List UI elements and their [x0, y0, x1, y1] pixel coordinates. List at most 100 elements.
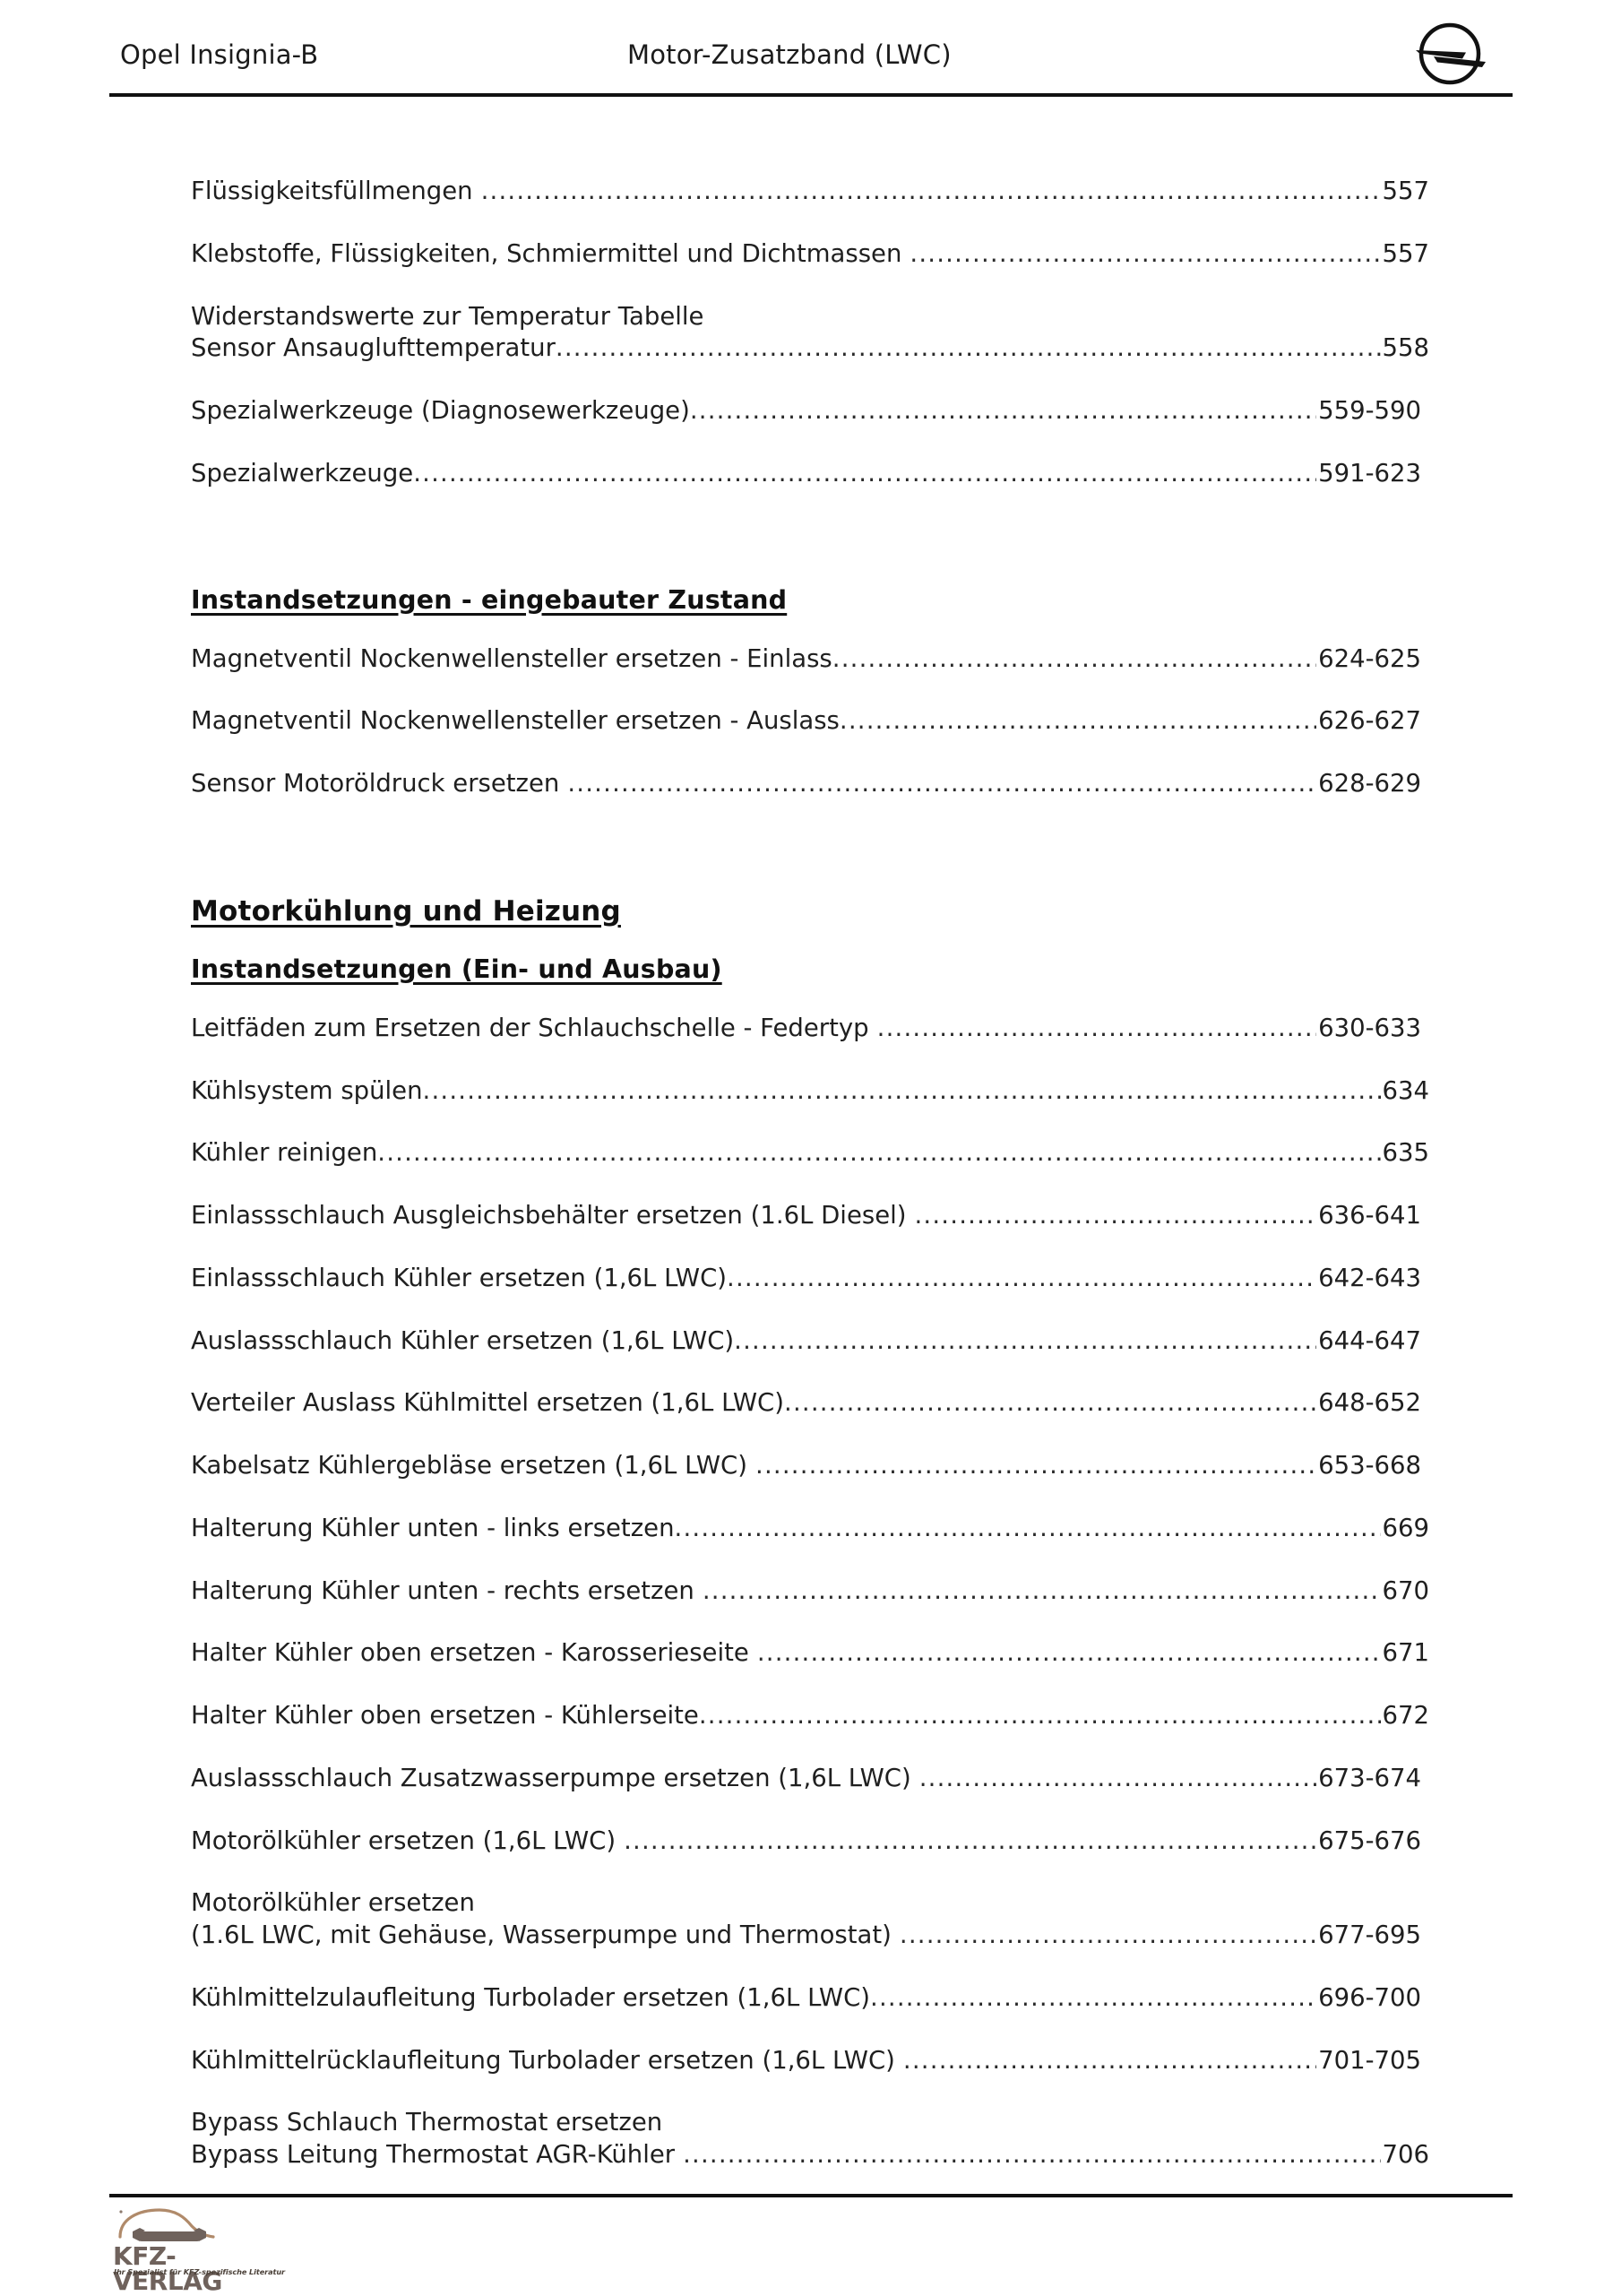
toc-entry-page: 557 — [1382, 238, 1430, 268]
toc-entry-title: Halter Kühler oben ersetzen - Karosserie… — [191, 1638, 749, 1668]
toc-entry-title-line1: Motorölkühler ersetzen — [191, 1888, 475, 1918]
toc-entry-title: Kabelsatz Kühlergebläse ersetzen (1,6L L… — [191, 1451, 747, 1480]
toc-entry-title: Kühlmittelzulaufleitung Turbolader erset… — [191, 1982, 870, 2012]
toc-entry[interactable]: Bypass Schlauch Thermostat ersetzen Bypa… — [191, 2107, 1429, 2171]
toc-entry[interactable]: Kühlmittelzulaufleitung Turbolader erset… — [191, 1982, 1429, 2015]
toc-entry-page: 673-674 — [1318, 1763, 1421, 1792]
toc-leader-dots — [683, 2139, 1380, 2171]
toc-leader-dots — [840, 705, 1316, 738]
toc-entry[interactable]: Spezialwerkzeuge (Diagnosewerkzeuge) 559… — [191, 395, 1429, 427]
opel-logo-icon — [1416, 22, 1486, 85]
toc-entry-title: Auslassschlauch Kühler ersetzen (1,6L LW… — [191, 1325, 735, 1355]
footer-divider — [109, 2194, 1513, 2197]
toc-leader-dots — [556, 332, 1381, 365]
toc-entry-page: 558 — [1382, 333, 1430, 363]
toc-entry[interactable]: Sensor Motoröldruck ersetzen 628-629 — [191, 768, 1429, 800]
toc-entry[interactable]: Kühlsystem spülen 634 — [191, 1075, 1429, 1108]
toc-entry-page: 670 — [1382, 1575, 1430, 1605]
toc-entry-page: 669 — [1382, 1513, 1430, 1542]
toc-leader-dots — [734, 1325, 1316, 1358]
header-divider — [109, 93, 1513, 97]
section-subheading-cooling: Instandsetzungen (Ein- und Ausbau) — [191, 954, 722, 984]
toc-entry-title: Motorölkühler ersetzen (1,6L LWC) — [191, 1826, 616, 1855]
toc-leader-dots — [423, 1075, 1381, 1108]
toc-entry-page: 653-668 — [1318, 1451, 1421, 1480]
toc-entry-title: Magnetventil Nockenwellensteller ersetze… — [191, 706, 840, 736]
toc-entry-page: 642-643 — [1318, 1263, 1421, 1292]
toc-entry[interactable]: Verteiler Auslass Kühlmittel ersetzen (1… — [191, 1387, 1429, 1420]
toc-entry-title: Kühler reinigen — [191, 1138, 378, 1168]
toc-entry[interactable]: Kabelsatz Kühlergebläse ersetzen (1,6L L… — [191, 1450, 1429, 1482]
toc-entry-page: 626-627 — [1318, 706, 1421, 736]
toc-entry-title: Flüssigkeitsfüllmengen — [191, 177, 473, 205]
toc-entry[interactable]: Magnetventil Nockenwellensteller ersetze… — [191, 705, 1429, 738]
toc-leader-dots — [727, 1263, 1316, 1295]
toc-entry[interactable]: Widerstandswerte zur Temperatur Tabelle … — [191, 301, 1429, 366]
toc-entry-title: Kühlsystem spülen — [191, 1075, 423, 1105]
toc-entry[interactable]: Leitfäden zum Ersetzen der Schlauchschel… — [191, 1013, 1429, 1045]
toc-entry-page: 644-647 — [1318, 1325, 1421, 1355]
toc-leader-dots — [413, 458, 1316, 490]
toc-entry[interactable]: Klebstoffe, Flüssigkeiten, Schmiermittel… — [191, 238, 1429, 271]
toc-entry[interactable]: Magnetventil Nockenwellensteller ersetze… — [191, 643, 1429, 676]
toc-entry[interactable]: Auslassschlauch Kühler ersetzen (1,6L LW… — [191, 1325, 1429, 1358]
toc-entry-title: Halter Kühler oben ersetzen - Kühlerseit… — [191, 1701, 699, 1730]
kfz-verlag-logo: KFZ-VERLAG Ihr Spezialist für KFZ-spezif… — [113, 2206, 285, 2294]
toc-leader-dots — [567, 768, 1316, 800]
section-spacer — [191, 831, 1429, 895]
toc-entry-title: Halterung Kühler unten - rechts ersetzen — [191, 1575, 694, 1605]
kfz-verlag-wordmark: KFZ-VERLAG — [113, 2241, 222, 2296]
toc-entry-title: Spezialwerkzeuge (Diagnosewerkzeuge) — [191, 396, 690, 425]
toc-entry-page: 591-623 — [1318, 458, 1421, 488]
toc-leader-dots — [755, 1450, 1316, 1482]
toc-entry-title: Magnetventil Nockenwellensteller ersetze… — [191, 643, 832, 673]
toc-entry[interactable]: Kühler reinigen 635 — [191, 1137, 1429, 1170]
header-model-title: Opel Insignia-B — [120, 39, 319, 70]
toc-entry[interactable]: Halter Kühler oben ersetzen - Karosserie… — [191, 1637, 1429, 1670]
toc-entry[interactable]: Einlassschlauch Ausgleichsbehälter erset… — [191, 1200, 1429, 1232]
toc-entry[interactable]: Motorölkühler ersetzen (1.6L LWC, mit Ge… — [191, 1887, 1429, 1952]
toc-entry[interactable]: Halterung Kühler unten - rechts ersetzen… — [191, 1575, 1429, 1608]
toc-entry-page: 559-590 — [1318, 396, 1421, 425]
toc-entry-page: 634 — [1382, 1075, 1430, 1105]
toc-entry-title: Bypass Leitung Thermostat AGR-Kühler — [191, 2140, 676, 2169]
toc-leader-dots — [481, 176, 1381, 208]
toc-leader-dots — [870, 1982, 1316, 2015]
toc-entry-title: Sensor Ansauglufttemperatur — [191, 333, 556, 363]
toc-entry-page: 672 — [1382, 1701, 1430, 1730]
toc-entry[interactable]: Spezialwerkzeuge 591-623 — [191, 458, 1429, 490]
toc-leader-dots — [914, 1200, 1316, 1232]
toc-entry-page: 630-633 — [1318, 1013, 1421, 1042]
toc-entry-title: (1.6L LWC, mit Gehäuse, Wasserpumpe und … — [191, 1921, 892, 1949]
section-heading-repairs-installed: Instandsetzungen - eingebauter Zustand — [191, 584, 788, 615]
car-wrench-icon — [118, 2208, 215, 2241]
toc-entry-title: Kühlmittelrücklaufleitung Turbolader ers… — [191, 2045, 895, 2075]
toc-entry-page: 628-629 — [1318, 769, 1421, 798]
toc-entry[interactable]: Halterung Kühler unten - links ersetzen … — [191, 1513, 1429, 1545]
toc-leader-dots — [919, 1763, 1316, 1795]
toc-entry-title: Einlassschlauch Kühler ersetzen (1,6L LW… — [191, 1263, 728, 1292]
toc-entry-page: 706 — [1382, 2140, 1430, 2169]
toc-entry-title: Sensor Motoröldruck ersetzen — [191, 769, 560, 798]
table-of-contents: Flüssigkeitsfüllmengen 557 Klebstoffe, F… — [191, 176, 1429, 2202]
toc-entry-title: Spezialwerkzeuge — [191, 458, 414, 488]
toc-entry[interactable]: Motorölkühler ersetzen (1,6L LWC) 675-67… — [191, 1826, 1429, 1858]
toc-leader-dots — [877, 1013, 1316, 1045]
toc-leader-dots — [910, 238, 1380, 271]
toc-leader-dots — [703, 1575, 1381, 1608]
section-heading-cooling: Motorkühlung und Heizung — [191, 894, 621, 928]
toc-entry[interactable]: Einlassschlauch Kühler ersetzen (1,6L LW… — [191, 1263, 1429, 1295]
toc-entry[interactable]: Kühlmittelrücklaufleitung Turbolader ers… — [191, 2045, 1429, 2077]
toc-leader-dots — [690, 395, 1316, 427]
toc-entry-title: Verteiler Auslass Kühlmittel ersetzen (1… — [191, 1388, 784, 1418]
toc-leader-dots — [675, 1513, 1381, 1545]
toc-entry[interactable]: Flüssigkeitsfüllmengen 557 — [191, 176, 1429, 208]
toc-entry[interactable]: Auslassschlauch Zusatzwasserpumpe ersetz… — [191, 1763, 1429, 1795]
toc-entry[interactable]: Halter Kühler oben ersetzen - Kühlerseit… — [191, 1700, 1429, 1732]
toc-entry-title-line1: Widerstandswerte zur Temperatur Tabelle — [191, 301, 704, 331]
toc-leader-dots — [900, 1920, 1316, 1952]
toc-entry-title: Klebstoffe, Flüssigkeiten, Schmiermittel… — [191, 238, 902, 268]
toc-entry-title: Einlassschlauch Ausgleichsbehälter erset… — [191, 1201, 907, 1230]
toc-entry-page: 648-652 — [1318, 1388, 1421, 1418]
